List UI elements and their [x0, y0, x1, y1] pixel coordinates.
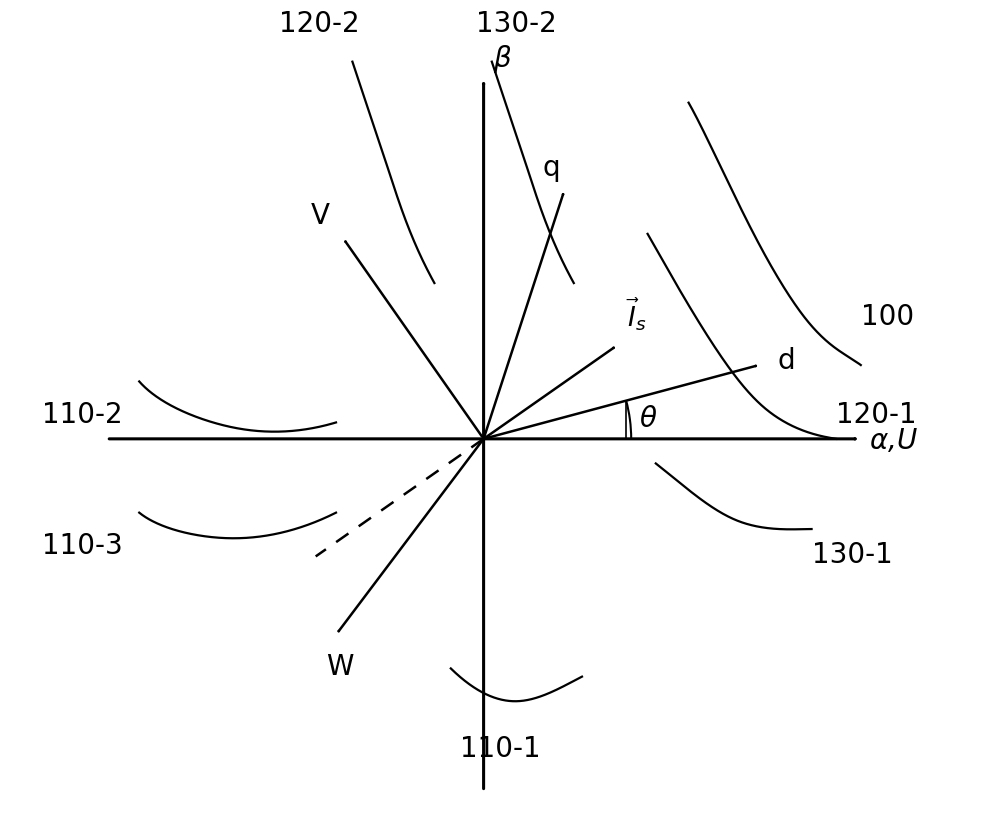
Text: V: V — [311, 202, 330, 230]
Text: $\alpha$,U: $\alpha$,U — [869, 427, 918, 455]
Text: 110-3: 110-3 — [42, 532, 123, 560]
Text: 120-2: 120-2 — [279, 10, 360, 38]
Text: $\theta$: $\theta$ — [639, 405, 657, 433]
Text: $\vec{I}_s$: $\vec{I}_s$ — [626, 296, 646, 333]
Text: 100: 100 — [861, 303, 914, 331]
Text: 110-2: 110-2 — [42, 401, 123, 428]
Text: d: d — [777, 347, 795, 375]
Text: 110-1: 110-1 — [460, 734, 540, 762]
Text: 130-2: 130-2 — [476, 10, 557, 38]
Text: 120-1: 120-1 — [836, 401, 917, 428]
Text: W: W — [326, 652, 353, 680]
Text: $\beta$: $\beta$ — [493, 43, 512, 75]
Text: q: q — [543, 154, 561, 182]
Text: 130-1: 130-1 — [812, 540, 892, 568]
